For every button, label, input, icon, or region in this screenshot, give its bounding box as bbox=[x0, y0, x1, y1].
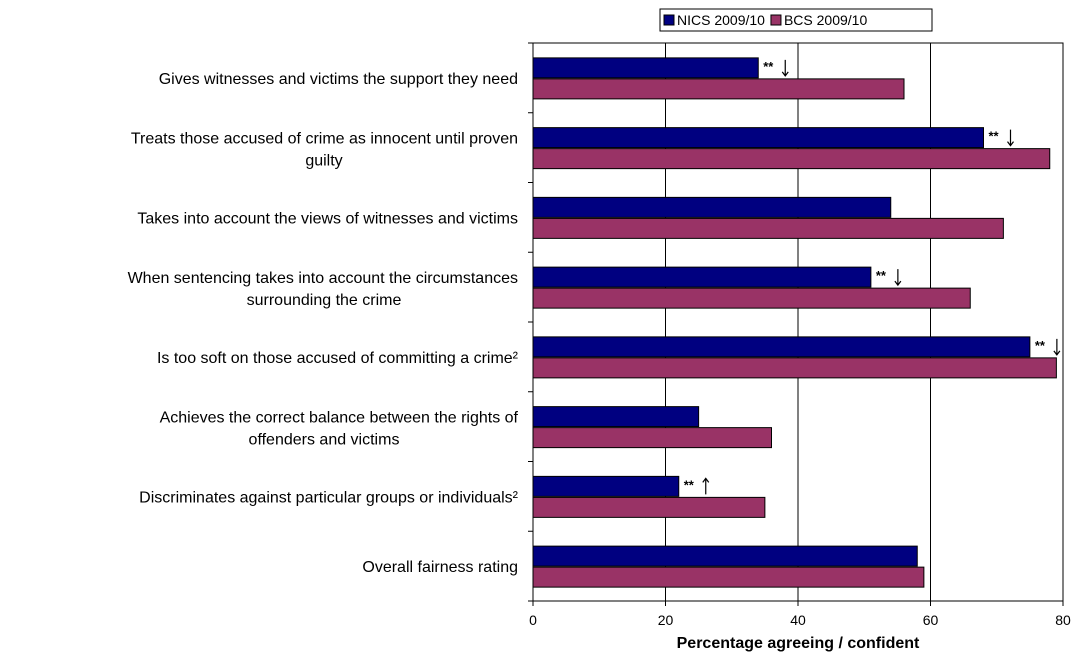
legend-label: BCS 2009/10 bbox=[784, 12, 867, 28]
x-tick-label: 60 bbox=[923, 612, 939, 628]
legend-item: NICS 2009/10 bbox=[663, 12, 765, 28]
category-label: Discriminates against particular groups … bbox=[139, 489, 519, 506]
bar-bcs bbox=[532, 287, 971, 309]
arrow-down-icon bbox=[1007, 129, 1014, 147]
category-label-line: Takes into account the views of witnesse… bbox=[137, 210, 518, 227]
bar-nics bbox=[532, 266, 872, 288]
category-label-line: Achieves the correct balance between the… bbox=[160, 410, 519, 427]
significance-annotation: ** bbox=[763, 59, 789, 77]
category-label-line: offenders and victims bbox=[249, 432, 400, 449]
category-label-line: Gives witnesses and victims the support … bbox=[159, 71, 518, 88]
category-label: When sentencing takes into account the c… bbox=[128, 270, 518, 309]
category-label: Gives witnesses and victims the support … bbox=[159, 71, 518, 88]
bar-nics bbox=[532, 196, 892, 218]
significance-stars: ** bbox=[763, 59, 774, 74]
significance-stars: ** bbox=[684, 477, 695, 492]
significance-annotation: ** bbox=[1035, 338, 1061, 356]
legend-item: BCS 2009/10 bbox=[770, 12, 867, 28]
bar-bcs bbox=[532, 566, 925, 588]
category-label-line: surrounding the crime bbox=[247, 292, 402, 309]
bar-nics bbox=[532, 57, 759, 79]
axes bbox=[528, 42, 1064, 606]
bar-bcs bbox=[532, 148, 1051, 170]
bars bbox=[532, 57, 1057, 588]
legend-box bbox=[659, 8, 933, 32]
arrow-down-icon bbox=[781, 59, 789, 77]
x-tick-label: 20 bbox=[658, 612, 674, 628]
bar-bcs bbox=[532, 427, 772, 449]
significance-stars: ** bbox=[876, 268, 887, 283]
category-label: Achieves the correct balance between the… bbox=[160, 410, 519, 449]
bar-nics bbox=[532, 127, 984, 149]
x-axis-title: Percentage agreeing / confident bbox=[677, 635, 920, 652]
significance-stars: ** bbox=[1035, 338, 1046, 353]
significance-stars: ** bbox=[989, 129, 1000, 144]
category-label-line: guilty bbox=[305, 153, 342, 170]
x-tick-label: 40 bbox=[790, 612, 806, 628]
significance-annotation: ** bbox=[684, 477, 710, 495]
bar-bcs bbox=[532, 217, 1004, 239]
category-labels: Gives witnesses and victims the support … bbox=[128, 71, 519, 576]
bar-bcs bbox=[532, 496, 766, 518]
x-tick-label: 0 bbox=[529, 612, 537, 628]
arrow-down-icon bbox=[1053, 338, 1061, 356]
bar-nics bbox=[532, 336, 1031, 358]
category-label-line: Discriminates against particular groups … bbox=[139, 489, 519, 506]
category-label-line: Overall fairness rating bbox=[362, 559, 518, 576]
legend-swatch bbox=[663, 14, 675, 26]
significance-annotation: ** bbox=[876, 268, 902, 287]
arrow-up-icon bbox=[702, 477, 710, 495]
category-label: Is too soft on those accused of committi… bbox=[157, 350, 519, 367]
legend-swatch bbox=[770, 14, 782, 26]
annotations: ** ** ** ** ** bbox=[684, 59, 1061, 495]
legend-label: NICS 2009/10 bbox=[677, 12, 765, 28]
legend: NICS 2009/10 BCS 2009/10 bbox=[659, 8, 933, 32]
category-label-line: Treats those accused of crime as innocen… bbox=[131, 131, 518, 148]
significance-annotation: ** bbox=[989, 129, 1014, 147]
bar-nics bbox=[532, 406, 700, 428]
bar-bcs bbox=[532, 357, 1057, 379]
category-label-line: When sentencing takes into account the c… bbox=[128, 270, 518, 287]
bar-nics bbox=[532, 545, 918, 567]
category-label-line: Is too soft on those accused of committi… bbox=[157, 350, 519, 367]
x-tick-label: 80 bbox=[1055, 612, 1071, 628]
category-label: Takes into account the views of witnesse… bbox=[137, 210, 518, 227]
bar-nics bbox=[532, 475, 680, 497]
arrow-down-icon bbox=[894, 269, 902, 287]
x-tick-labels: 0 20 40 60 80 bbox=[529, 612, 1071, 628]
category-label: Treats those accused of crime as innocen… bbox=[131, 131, 518, 170]
bar-bcs bbox=[532, 78, 905, 100]
category-label: Overall fairness rating bbox=[362, 559, 518, 576]
